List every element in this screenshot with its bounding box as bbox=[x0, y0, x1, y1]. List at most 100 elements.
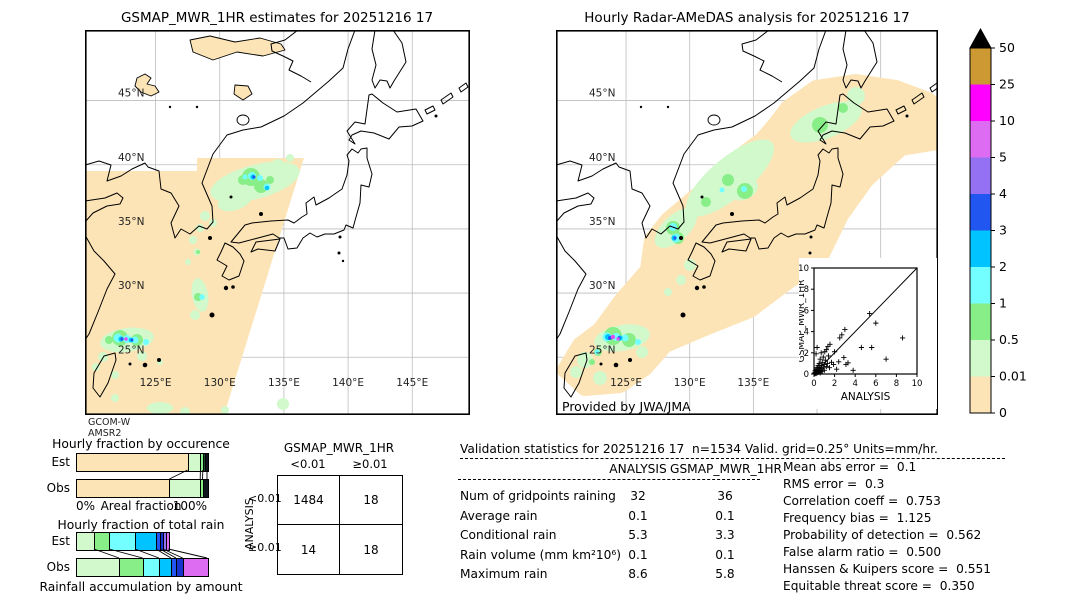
lat-label: 35°N bbox=[118, 216, 144, 228]
stats-metric: Mean abs error = 0.1 bbox=[783, 460, 917, 474]
scatter-point bbox=[814, 344, 820, 351]
metric-label: Correlation coeff bbox=[783, 494, 885, 508]
left-map: 45°N 40°N 35°N 30°N 25°N 125°E 130°E 135°E 140°E… bbox=[85, 30, 470, 415]
stats-metric: Correlation coeff = 0.753 bbox=[783, 494, 941, 508]
bar-segment bbox=[143, 559, 160, 576]
stats-metric: Frequency bias = 1.125 bbox=[783, 511, 932, 525]
colorbar-canvas: 50 25 10 5 4 3 2 1 0.5 0.01 0 bbox=[969, 27, 1027, 420]
contingency-row-axis-label: ANALYSIS bbox=[243, 498, 256, 550]
metric-label: False alarm ratio bbox=[783, 545, 885, 559]
scatter-point bbox=[822, 357, 828, 363]
colorbar-tick-label: 2 bbox=[999, 259, 1007, 274]
contingency-table: GSMAP_MWR_1HR <0.01 ≥0.01 ANALYSIS <0.01… bbox=[240, 440, 415, 595]
stats-analysis-value: 5.3 bbox=[628, 528, 648, 543]
scatter-point bbox=[869, 344, 875, 351]
stats-gsmap-value: 0.1 bbox=[715, 508, 735, 523]
bar-segment bbox=[160, 533, 164, 550]
contingency-row-label-ge: ≥0.01 bbox=[248, 541, 282, 554]
inset-x-axis-label: ANALYSIS bbox=[841, 391, 891, 403]
bar-segment bbox=[166, 533, 170, 550]
metric-value: 0.3 bbox=[864, 477, 885, 491]
scatter-point bbox=[826, 365, 833, 371]
metric-value: 0.500 bbox=[906, 545, 942, 559]
inset-y-tick: 4 bbox=[804, 328, 809, 338]
x-axis-min-label: 0% bbox=[76, 499, 96, 513]
bar-segment bbox=[77, 480, 171, 497]
inset-x-tick: 10 bbox=[912, 379, 923, 389]
scatter-point bbox=[824, 360, 830, 366]
x-axis-max-label: 100% bbox=[172, 499, 207, 513]
metric-value: 0.562 bbox=[946, 528, 982, 542]
contingency-row-label-lt: <0.01 bbox=[248, 492, 282, 505]
metric-label: Mean abs error bbox=[783, 460, 876, 474]
bar-segment bbox=[205, 454, 208, 471]
stats-gsmap-value: 5.8 bbox=[715, 567, 735, 582]
totalrain-chart-caption: Rainfall accumulation by amount bbox=[39, 580, 243, 594]
colorbar-tick-label: 50 bbox=[999, 40, 1015, 55]
stacked-bar bbox=[76, 558, 209, 577]
scatter-point bbox=[867, 310, 873, 317]
metric-label: Equitable threat score bbox=[783, 579, 918, 593]
stacked-bar bbox=[76, 532, 171, 551]
contingency-cell-10: 14 bbox=[278, 525, 340, 574]
stats-analysis-value: 8.6 bbox=[628, 567, 648, 582]
right-map-title: Hourly Radar-AMeDAS analysis for 2025121… bbox=[584, 10, 910, 26]
scatter-point bbox=[830, 361, 837, 368]
satellite-name: GCOM-W bbox=[88, 417, 131, 428]
contingency-cell-11: 18 bbox=[363, 542, 379, 557]
scatter-point bbox=[823, 347, 829, 353]
inset-scatter-panel: 0 0 2 2 4 4 6 6 8 8 10 10 ANALYSIS GSMAP_MWR_1HR bbox=[797, 258, 937, 409]
bar-connectors bbox=[93, 548, 208, 559]
bar-segment bbox=[201, 480, 204, 497]
contingency-grid: 1484 18 14 18 bbox=[277, 475, 403, 575]
inset-x-tick: 2 bbox=[832, 379, 837, 389]
left-map-canvas: 45°N 40°N 35°N 30°N 25°N 125°E 130°E 135°E 140°E… bbox=[85, 30, 470, 415]
contingency-col-label-ge: ≥0.01 bbox=[352, 457, 388, 471]
metric-value: 0.350 bbox=[939, 579, 975, 593]
occurrence-chart-title: Hourly fraction by occurence bbox=[52, 437, 230, 451]
scatter-point bbox=[845, 360, 851, 366]
inset-y-tick: 2 bbox=[804, 349, 809, 359]
bar-segment bbox=[203, 454, 206, 471]
scatter-point bbox=[883, 356, 889, 362]
totalrain-chart-title: Hourly fraction of total rain bbox=[57, 518, 225, 532]
stats-row-label: Conditional rain bbox=[460, 528, 557, 543]
inset-y-tick: 6 bbox=[804, 306, 809, 316]
data-credit: Provided by JWA/JMA bbox=[562, 399, 691, 414]
lat-label: 45°N bbox=[589, 88, 615, 100]
colorbar-tick-label: 0.01 bbox=[999, 369, 1027, 384]
left-map-title: GSMAP_MWR_1HR estimates for 20251216 17 bbox=[120, 10, 434, 26]
colorbar-tick-label: 4 bbox=[999, 186, 1007, 201]
lon-label: 130°E bbox=[204, 377, 236, 389]
stats-metric: Equitable threat score = 0.350 bbox=[783, 579, 975, 593]
validation-stats: Validation statistics for 20251216 17 n=… bbox=[458, 440, 1023, 608]
stats-header: Validation statistics for 20251216 17 n=… bbox=[460, 442, 938, 456]
totalrain-chart: Hourly fraction of total rain Est Obs Rai… bbox=[36, 518, 247, 600]
colorbar-tick-label: 10 bbox=[999, 113, 1015, 128]
scatter-point bbox=[820, 354, 826, 360]
bar-connectors bbox=[169, 469, 208, 480]
inset-y-tick: 10 bbox=[799, 264, 809, 274]
scatter-point bbox=[817, 356, 823, 362]
colorbar-tick-label: 1 bbox=[999, 296, 1007, 311]
stats-row-label: Num of gridpoints raining bbox=[460, 489, 616, 503]
lat-label: 40°N bbox=[589, 152, 615, 164]
stats-row-label: Maximum rain bbox=[460, 567, 548, 582]
stats-analysis-value: 0.1 bbox=[628, 508, 648, 523]
stats-divider-top bbox=[460, 458, 1005, 459]
lat-label: 45°N bbox=[118, 88, 144, 100]
bar-segment bbox=[170, 480, 202, 497]
colorbar-tick-label: 3 bbox=[999, 223, 1007, 238]
contingency-cell-00: 1484 bbox=[278, 476, 340, 525]
lat-label: 25°N bbox=[589, 344, 615, 356]
inset-x-tick: 6 bbox=[873, 379, 878, 389]
bar-row-label: Est bbox=[51, 534, 70, 548]
bar-segment bbox=[77, 533, 95, 550]
scatter-point bbox=[832, 349, 838, 355]
scatter-point bbox=[823, 363, 829, 370]
colorbar: 50 25 10 5 4 3 2 1 0.5 0.01 0 bbox=[948, 25, 1058, 429]
bar-segment bbox=[119, 559, 144, 576]
bar-segment bbox=[156, 533, 161, 550]
stats-gsmap-value: 0.1 bbox=[715, 547, 735, 562]
